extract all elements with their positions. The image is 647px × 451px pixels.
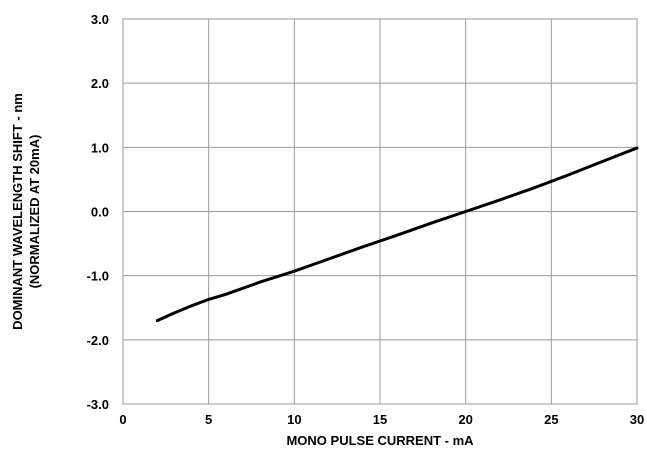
y-tick-label: 3.0 — [91, 12, 109, 27]
y-tick-label: 0.0 — [91, 205, 109, 220]
x-tick-label: 10 — [287, 412, 301, 427]
y-axis-title-line2: (NORMALIZED AT 20mA) — [27, 135, 42, 289]
x-tick-label: 0 — [119, 412, 126, 427]
series-line — [155, 146, 639, 323]
x-tick-label: 15 — [373, 412, 387, 427]
y-tick-label: -1.0 — [87, 269, 109, 284]
plot-frame — [122, 18, 638, 405]
y-tick-label: 1.0 — [91, 140, 109, 155]
y-tick-label: -3.0 — [87, 397, 109, 412]
y-tick-label: -2.0 — [87, 333, 109, 348]
y-tick-label: 2.0 — [91, 76, 109, 91]
x-tick-label: 20 — [458, 412, 472, 427]
x-tick-label: 25 — [544, 412, 558, 427]
x-tick-labels: 0 5 10 15 20 25 30 — [119, 412, 644, 427]
y-axis-title-line1: DOMINANT WAVELENGTH SHIFT - nm — [10, 93, 25, 330]
series-layer — [155, 146, 639, 323]
x-axis-title: MONO PULSE CURRENT - mA — [286, 433, 474, 448]
x-tick-label: 5 — [205, 412, 212, 427]
y-tick-labels: 3.0 2.0 1.0 0.0 -1.0 -2.0 -3.0 — [87, 12, 109, 412]
grid — [122, 18, 638, 405]
x-tick-label: 30 — [630, 412, 644, 427]
